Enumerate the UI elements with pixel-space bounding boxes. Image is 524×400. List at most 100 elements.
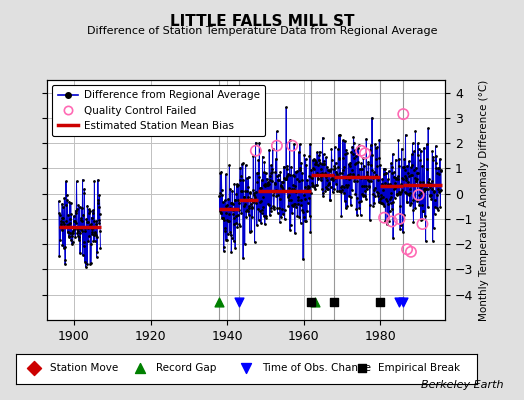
Point bbox=[237, 187, 246, 194]
Point bbox=[79, 243, 88, 250]
Point bbox=[296, 167, 304, 173]
Point bbox=[231, 244, 239, 251]
Point bbox=[425, 176, 434, 182]
Point bbox=[379, 187, 387, 193]
Point bbox=[407, 248, 415, 255]
Point bbox=[324, 167, 333, 174]
Point bbox=[430, 188, 438, 194]
Point bbox=[383, 216, 391, 223]
Point bbox=[86, 260, 94, 267]
Point bbox=[344, 181, 353, 188]
Point bbox=[216, 190, 224, 196]
Point bbox=[306, 229, 314, 235]
Point bbox=[245, 203, 253, 209]
Point bbox=[217, 168, 226, 175]
Point bbox=[318, 170, 326, 176]
Point bbox=[258, 154, 267, 160]
Point bbox=[263, 176, 271, 182]
Point bbox=[389, 169, 398, 176]
Point bbox=[60, 221, 68, 227]
Point bbox=[356, 174, 364, 180]
Point bbox=[328, 172, 336, 178]
Point bbox=[59, 215, 68, 221]
Point bbox=[56, 224, 64, 230]
Point bbox=[405, 173, 413, 180]
Point bbox=[395, 189, 403, 195]
Point bbox=[372, 171, 380, 178]
Point bbox=[305, 213, 314, 220]
Point bbox=[392, 190, 401, 197]
Point bbox=[63, 228, 72, 235]
Point bbox=[400, 173, 409, 180]
Point bbox=[247, 205, 256, 212]
Point bbox=[361, 175, 369, 181]
Point bbox=[259, 204, 267, 210]
Point bbox=[416, 157, 424, 163]
Point bbox=[391, 156, 400, 163]
Point bbox=[291, 201, 300, 207]
Point bbox=[270, 188, 279, 195]
Point bbox=[431, 143, 440, 149]
Point bbox=[222, 210, 231, 216]
Point bbox=[267, 170, 275, 176]
Point bbox=[427, 196, 435, 202]
Point bbox=[432, 165, 441, 171]
Point bbox=[397, 222, 405, 228]
Point bbox=[342, 205, 350, 212]
Point bbox=[95, 220, 103, 226]
Point bbox=[319, 193, 328, 200]
Point bbox=[427, 192, 435, 198]
Point bbox=[61, 261, 69, 267]
Point bbox=[337, 183, 346, 189]
Point bbox=[341, 198, 349, 204]
Point bbox=[70, 218, 78, 224]
Point bbox=[83, 219, 92, 225]
Point bbox=[293, 212, 301, 219]
Point bbox=[406, 190, 414, 196]
Point bbox=[336, 188, 345, 194]
Point bbox=[375, 199, 383, 206]
Point bbox=[296, 164, 304, 171]
Point bbox=[369, 191, 377, 197]
Point bbox=[237, 173, 245, 179]
Point bbox=[219, 199, 227, 205]
Point bbox=[269, 146, 277, 152]
Point bbox=[256, 184, 265, 191]
Point bbox=[436, 167, 445, 174]
Point bbox=[277, 183, 286, 189]
Point bbox=[226, 232, 235, 238]
Point bbox=[285, 185, 293, 191]
Point bbox=[305, 172, 313, 179]
Point bbox=[398, 175, 406, 181]
Point bbox=[336, 131, 344, 138]
Point bbox=[315, 157, 323, 163]
Point bbox=[344, 172, 352, 178]
Point bbox=[297, 202, 305, 208]
Point bbox=[217, 210, 225, 216]
Point bbox=[232, 190, 241, 197]
Point bbox=[351, 147, 359, 153]
Point bbox=[397, 189, 405, 196]
Point bbox=[223, 217, 231, 223]
Point bbox=[271, 169, 279, 175]
Point bbox=[359, 174, 367, 180]
Point bbox=[366, 147, 375, 153]
Point bbox=[77, 217, 85, 224]
Point bbox=[366, 202, 374, 208]
Point bbox=[59, 204, 67, 210]
Point bbox=[343, 149, 351, 156]
Point bbox=[419, 208, 427, 214]
Point bbox=[279, 179, 288, 186]
Point bbox=[275, 205, 283, 211]
Point bbox=[386, 181, 395, 187]
Point bbox=[400, 212, 408, 218]
Point bbox=[309, 184, 318, 190]
Point bbox=[61, 218, 70, 225]
Point bbox=[418, 202, 426, 208]
Point bbox=[419, 208, 428, 214]
Point bbox=[82, 264, 90, 270]
Point bbox=[322, 154, 330, 161]
Point bbox=[347, 202, 355, 208]
Point bbox=[346, 194, 355, 200]
Point bbox=[55, 253, 63, 259]
